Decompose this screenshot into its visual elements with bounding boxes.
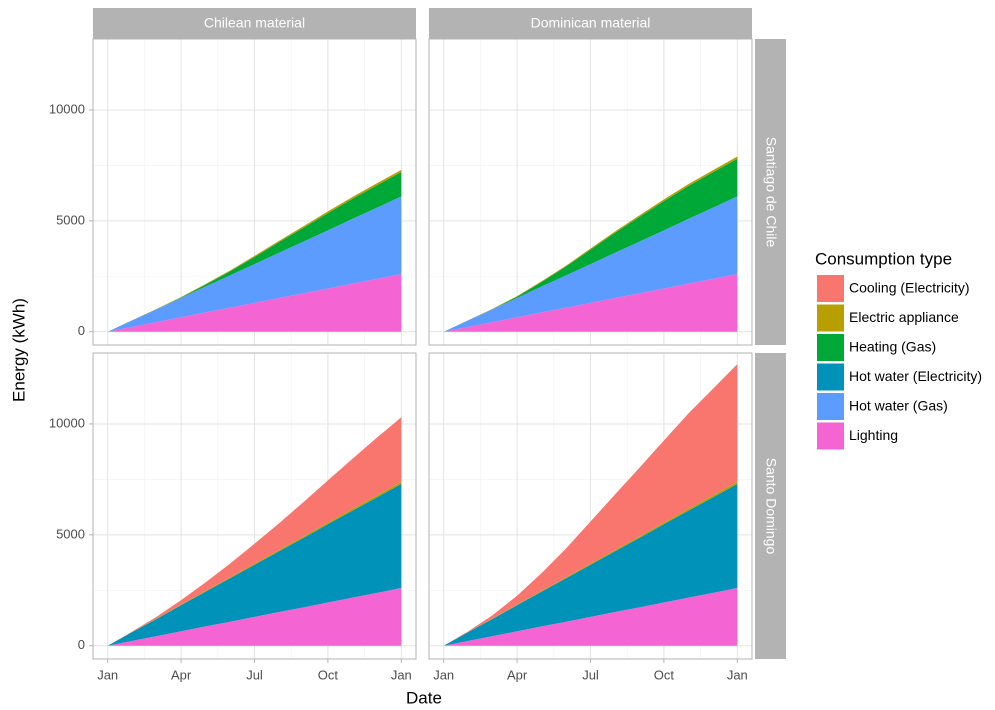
facet-strip	[755, 39, 786, 345]
facet-label: Dominican material	[531, 15, 651, 31]
x-axis-title: Date	[406, 688, 442, 707]
legend-key	[817, 334, 844, 361]
x-tick-label: Apr	[171, 667, 192, 682]
y-tick-label: 5000	[56, 526, 85, 541]
x-tick-label: Jul	[582, 667, 599, 682]
x-tick-label: Jan	[727, 667, 748, 682]
x-tick-label: Oct	[318, 667, 339, 682]
area	[443, 158, 738, 332]
y-tick-label: 0	[78, 637, 85, 652]
facet-label: Chilean material	[204, 15, 305, 31]
legend-label: Lighting	[849, 427, 898, 443]
y-tick-label: 10000	[49, 101, 85, 116]
legend-key	[817, 363, 844, 391]
panel-border	[92, 38, 417, 346]
facet-strip	[429, 8, 752, 39]
panel-border	[428, 38, 753, 346]
area	[107, 481, 402, 646]
x-tick-label: Apr	[507, 667, 528, 682]
x-tick-label: Jan	[391, 667, 412, 682]
legend-label: Electric appliance	[849, 309, 959, 325]
facet-label: Santo Domingo	[763, 458, 779, 555]
area	[443, 481, 738, 646]
facet-strip	[755, 353, 786, 659]
y-axis-title: Energy (kWh)	[9, 298, 28, 402]
x-tick-label: Jan	[97, 667, 118, 682]
legend-label: Cooling (Electricity)	[849, 280, 970, 296]
facet-label: Santiago de Chile	[763, 137, 779, 248]
legend-key	[817, 393, 844, 420]
area	[443, 364, 738, 646]
legend-title: Consumption type	[815, 249, 952, 268]
legend-key	[817, 422, 844, 450]
legend-label: Hot water (Gas)	[849, 398, 948, 414]
facet-strip	[93, 8, 416, 39]
x-tick-label: Oct	[654, 667, 675, 682]
legend-label: Hot water (Electricity)	[849, 368, 982, 384]
x-tick-label: Jan	[433, 667, 454, 682]
area	[443, 156, 738, 332]
legend-key	[817, 304, 844, 332]
y-tick-label: 5000	[56, 212, 85, 227]
legend-label: Heating (Gas)	[849, 339, 936, 355]
legend-key	[817, 275, 844, 302]
y-tick-label: 0	[78, 323, 85, 338]
y-tick-label: 10000	[49, 415, 85, 430]
x-tick-label: Jul	[246, 667, 263, 682]
